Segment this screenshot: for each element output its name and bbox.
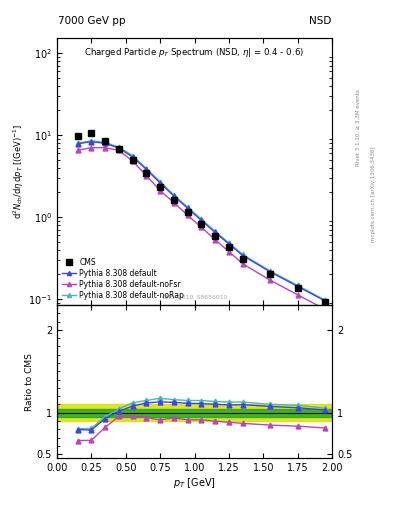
Pythia 8.308 default-noFsr: [116, 147, 121, 154]
Pythia 8.308 default: [323, 298, 328, 304]
Text: Charged Particle $p_T$ Spectrum (NSD, $\eta|$ = 0.4 - 0.6): Charged Particle $p_T$ Spectrum (NSD, $\…: [84, 47, 305, 59]
CMS: [185, 209, 190, 215]
Pythia 8.308 default-noRap: [241, 251, 245, 258]
Pythia 8.308 default: [144, 166, 149, 173]
Pythia 8.308 default-noRap: [226, 240, 231, 246]
Line: Pythia 8.308 default-noFsr: Pythia 8.308 default-noFsr: [75, 145, 328, 312]
Pythia 8.308 default-noFsr: [185, 212, 190, 219]
Pythia 8.308 default: [158, 180, 163, 186]
Pythia 8.308 default: [213, 229, 218, 236]
Pythia 8.308 default-noRap: [199, 216, 204, 222]
Text: NSD: NSD: [309, 15, 331, 26]
Line: CMS: CMS: [75, 130, 328, 305]
Pythia 8.308 default: [241, 252, 245, 259]
CMS: [226, 244, 231, 250]
Legend: CMS, Pythia 8.308 default, Pythia 8.308 default-noFsr, Pythia 8.308 default-noRa: CMS, Pythia 8.308 default, Pythia 8.308 …: [61, 257, 185, 301]
CMS: [116, 145, 121, 152]
Pythia 8.308 default: [185, 205, 190, 211]
Pythia 8.308 default-noFsr: [241, 261, 245, 267]
Pythia 8.308 default-noRap: [89, 138, 94, 144]
Pythia 8.308 default-noFsr: [268, 277, 273, 283]
Pythia 8.308 default: [103, 140, 108, 146]
Pythia 8.308 default-noRap: [213, 228, 218, 234]
Pythia 8.308 default-noFsr: [75, 147, 80, 154]
CMS: [158, 184, 163, 190]
Bar: [57, 409, 332, 417]
Pythia 8.308 default-noFsr: [226, 248, 231, 254]
Y-axis label: Ratio to CMS: Ratio to CMS: [25, 353, 34, 411]
CMS: [296, 285, 300, 291]
CMS: [89, 130, 94, 136]
Y-axis label: $\mathrm{d}^2N_\mathrm{ch}/\mathrm{d}\eta\,\mathrm{d}p_T\;[(\mathrm{GeV})^{-1}]$: $\mathrm{d}^2N_\mathrm{ch}/\mathrm{d}\et…: [11, 124, 26, 219]
Pythia 8.308 default-noFsr: [213, 237, 218, 243]
Pythia 8.308 default-noRap: [296, 282, 300, 288]
Pythia 8.308 default-noFsr: [171, 200, 176, 206]
Pythia 8.308 default: [199, 218, 204, 224]
Pythia 8.308 default-noRap: [116, 144, 121, 150]
Pythia 8.308 default-noRap: [158, 179, 163, 185]
CMS: [75, 133, 80, 139]
Pythia 8.308 default: [296, 283, 300, 289]
Pythia 8.308 default-noFsr: [323, 306, 328, 312]
Bar: [57, 404, 332, 421]
Pythia 8.308 default-noRap: [144, 165, 149, 172]
Pythia 8.308 default: [116, 145, 121, 151]
Pythia 8.308 default-noFsr: [296, 292, 300, 298]
Pythia 8.308 default-noFsr: [144, 173, 149, 179]
Text: mcplots.cern.ch [arXiv:1306.3436]: mcplots.cern.ch [arXiv:1306.3436]: [371, 147, 376, 242]
Pythia 8.308 default: [75, 141, 80, 147]
Pythia 8.308 default-noRap: [268, 268, 273, 274]
CMS: [199, 221, 204, 227]
Pythia 8.308 default: [89, 139, 94, 145]
Line: Pythia 8.308 default-noRap: Pythia 8.308 default-noRap: [75, 138, 328, 303]
Text: Rivet 3.1.10, ≥ 3.3M events: Rivet 3.1.10, ≥ 3.3M events: [356, 90, 361, 166]
Pythia 8.308 default-noRap: [171, 192, 176, 198]
Text: CMS_2010_S8656010: CMS_2010_S8656010: [161, 294, 228, 300]
CMS: [171, 197, 176, 203]
Pythia 8.308 default-noFsr: [89, 144, 94, 151]
Pythia 8.308 default-noRap: [103, 139, 108, 145]
Pythia 8.308 default-noFsr: [130, 158, 135, 164]
X-axis label: $p_T$ [GeV]: $p_T$ [GeV]: [173, 476, 216, 490]
Pythia 8.308 default-noRap: [130, 153, 135, 159]
CMS: [103, 138, 108, 144]
CMS: [323, 299, 328, 305]
CMS: [213, 233, 218, 239]
Pythia 8.308 default-noRap: [323, 297, 328, 303]
CMS: [241, 256, 245, 262]
CMS: [268, 271, 273, 278]
Pythia 8.308 default: [268, 269, 273, 275]
Pythia 8.308 default-noFsr: [199, 224, 204, 230]
CMS: [144, 170, 149, 177]
Pythia 8.308 default: [226, 241, 231, 247]
Pythia 8.308 default-noFsr: [158, 187, 163, 194]
Pythia 8.308 default-noRap: [185, 204, 190, 210]
Text: 7000 GeV pp: 7000 GeV pp: [58, 15, 126, 26]
CMS: [130, 157, 135, 163]
Pythia 8.308 default: [130, 154, 135, 160]
Line: Pythia 8.308 default: Pythia 8.308 default: [75, 139, 328, 304]
Pythia 8.308 default-noFsr: [103, 144, 108, 151]
Pythia 8.308 default-noRap: [75, 140, 80, 146]
Pythia 8.308 default: [171, 193, 176, 199]
